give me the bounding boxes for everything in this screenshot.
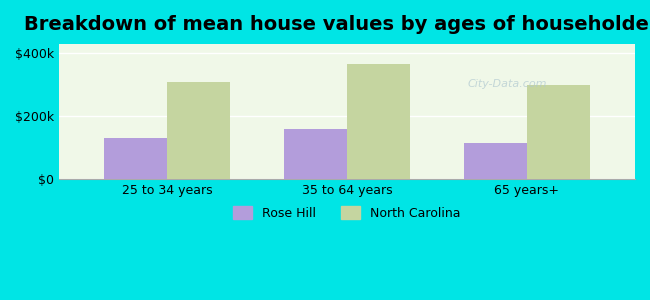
Title: Breakdown of mean house values by ages of householders: Breakdown of mean house values by ages o… bbox=[24, 15, 650, 34]
Bar bbox=[167, 82, 230, 179]
Legend: Rose Hill, North Carolina: Rose Hill, North Carolina bbox=[229, 201, 465, 225]
Text: City-Data.com: City-Data.com bbox=[467, 79, 547, 89]
Bar bbox=[104, 139, 167, 179]
Bar bbox=[284, 129, 347, 179]
Bar bbox=[527, 85, 590, 179]
Bar bbox=[347, 64, 410, 179]
Bar bbox=[464, 143, 527, 179]
